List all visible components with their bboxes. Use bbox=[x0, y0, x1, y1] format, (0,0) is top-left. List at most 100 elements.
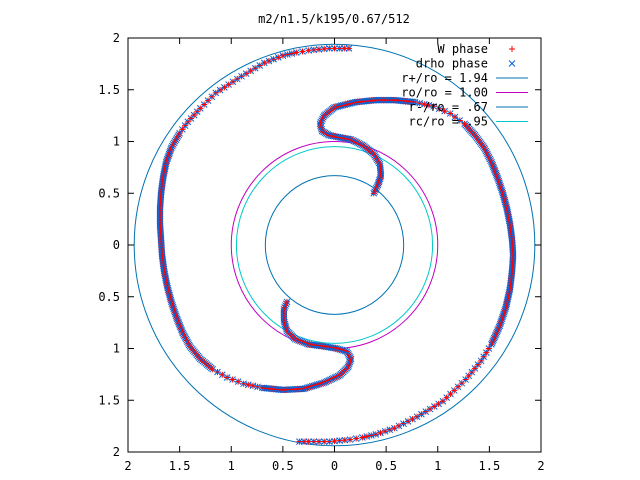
radius-circle-4 bbox=[235, 146, 434, 344]
radius-circle-1 bbox=[133, 43, 536, 447]
w-phase-point bbox=[184, 118, 191, 125]
legend-cross-marker bbox=[508, 60, 516, 67]
legend-label-3: r+/ro = 1.94 bbox=[401, 71, 488, 85]
w-phase-point bbox=[447, 391, 454, 398]
w-phase-point bbox=[462, 376, 469, 383]
w-phase-point bbox=[265, 58, 272, 65]
w-phase-point bbox=[359, 434, 366, 441]
w-phase-point bbox=[208, 93, 215, 100]
w-phase-point bbox=[245, 381, 252, 388]
y-tick-label: 1.5 bbox=[98, 393, 120, 407]
x-tick-label: 0 bbox=[331, 459, 338, 473]
w-phase-point bbox=[284, 51, 291, 58]
w-phase-point bbox=[279, 52, 286, 59]
w-phase-point bbox=[421, 101, 428, 108]
w-phase-point bbox=[461, 120, 468, 127]
w-phase-point bbox=[471, 365, 478, 372]
w-phase-point bbox=[310, 46, 317, 53]
w-phase-point bbox=[416, 100, 423, 107]
w-phase-point bbox=[341, 437, 348, 444]
w-phase-point bbox=[331, 438, 338, 445]
w-phase-point bbox=[254, 383, 261, 390]
w-phase-point bbox=[284, 298, 291, 305]
w-phase-point bbox=[321, 45, 328, 52]
w-phase-point bbox=[326, 438, 333, 445]
w-phase-point bbox=[240, 380, 247, 387]
w-phase-point bbox=[436, 105, 443, 112]
w-phase-point bbox=[179, 126, 186, 133]
w-phase-point bbox=[187, 115, 194, 122]
y-tick-label: 1 bbox=[113, 135, 120, 149]
w-phase-point bbox=[197, 105, 204, 112]
w-phase-point bbox=[326, 45, 333, 52]
w-phase-point bbox=[224, 374, 231, 381]
legend-label-6: rc/ro = .95 bbox=[409, 115, 488, 129]
radius-circle-3 bbox=[264, 175, 405, 315]
w-phase-point bbox=[443, 394, 450, 401]
w-phase-point bbox=[201, 101, 208, 108]
radius-circle-2 bbox=[230, 141, 439, 349]
w-phase-point bbox=[305, 47, 312, 54]
w-phase-point bbox=[293, 49, 300, 56]
x-tick-label: 1 bbox=[434, 459, 441, 473]
w-phase-point bbox=[441, 108, 448, 115]
x-tick-label: 1.5 bbox=[169, 459, 191, 473]
w-phase-point bbox=[182, 122, 189, 129]
w-phase-point bbox=[249, 382, 256, 389]
x-tick-label: 2 bbox=[124, 459, 131, 473]
legend-label-2: drho phase bbox=[416, 57, 488, 71]
w-phase-point bbox=[425, 102, 432, 109]
w-phase-point bbox=[212, 89, 219, 96]
w-phase-point bbox=[336, 437, 343, 444]
w-phase-point bbox=[447, 110, 454, 117]
y-tick-label: 0 bbox=[113, 238, 120, 252]
w-phase-point bbox=[194, 108, 201, 115]
w-phase-point bbox=[456, 117, 463, 124]
w-phase-point bbox=[439, 398, 446, 405]
y-tick-label: 0.5 bbox=[98, 290, 120, 304]
w-phase-point bbox=[363, 433, 370, 440]
legend-label-1: W phase bbox=[437, 42, 488, 56]
w-phase-point bbox=[321, 438, 328, 445]
w-phase-point bbox=[455, 383, 462, 390]
y-tick-label: 1.5 bbox=[98, 83, 120, 97]
w-phase-point bbox=[336, 45, 343, 52]
w-phase-point bbox=[205, 97, 212, 104]
w-phase-point bbox=[191, 112, 198, 119]
chart-title: m2/n1.5/k195/0.67/512 bbox=[258, 12, 410, 26]
x-tick-label: 0.5 bbox=[375, 459, 397, 473]
x-tick-label: 1.5 bbox=[479, 459, 501, 473]
w-phase-point bbox=[275, 54, 282, 61]
w-phase-point bbox=[353, 435, 360, 442]
y-tick-label: 2 bbox=[113, 445, 120, 459]
w-phase-point bbox=[368, 432, 375, 439]
w-phase-point bbox=[370, 190, 377, 197]
w-phase-point bbox=[451, 114, 458, 121]
w-phase-point bbox=[465, 372, 472, 379]
w-phase-point bbox=[451, 387, 458, 394]
w-phase-point bbox=[316, 46, 323, 53]
w-phase-point bbox=[386, 426, 393, 433]
w-phase-point bbox=[316, 438, 323, 445]
legend-plus-marker bbox=[509, 46, 515, 52]
w-phase-point bbox=[235, 378, 242, 385]
w-phase-point bbox=[346, 436, 353, 443]
y-tick-label: 1 bbox=[113, 342, 120, 356]
w-phase-point bbox=[377, 429, 384, 436]
w-phase-point bbox=[331, 45, 338, 52]
y-tick-label: 0.5 bbox=[98, 186, 120, 200]
legend-label-4: ro/ro = 1.00 bbox=[401, 86, 488, 100]
w-phase-point bbox=[288, 50, 295, 57]
w-phase-point bbox=[229, 376, 236, 383]
w-phase-point bbox=[475, 361, 482, 368]
w-phase-point bbox=[468, 369, 475, 376]
w-phase-point bbox=[270, 56, 277, 63]
w-phase-point bbox=[372, 431, 379, 438]
w-phase-point bbox=[430, 103, 437, 110]
w-phase-point bbox=[299, 48, 306, 55]
w-phase-point bbox=[310, 438, 317, 445]
x-tick-label: 1 bbox=[228, 459, 235, 473]
w-phase-point bbox=[458, 380, 465, 387]
w-phase-point bbox=[305, 438, 312, 445]
